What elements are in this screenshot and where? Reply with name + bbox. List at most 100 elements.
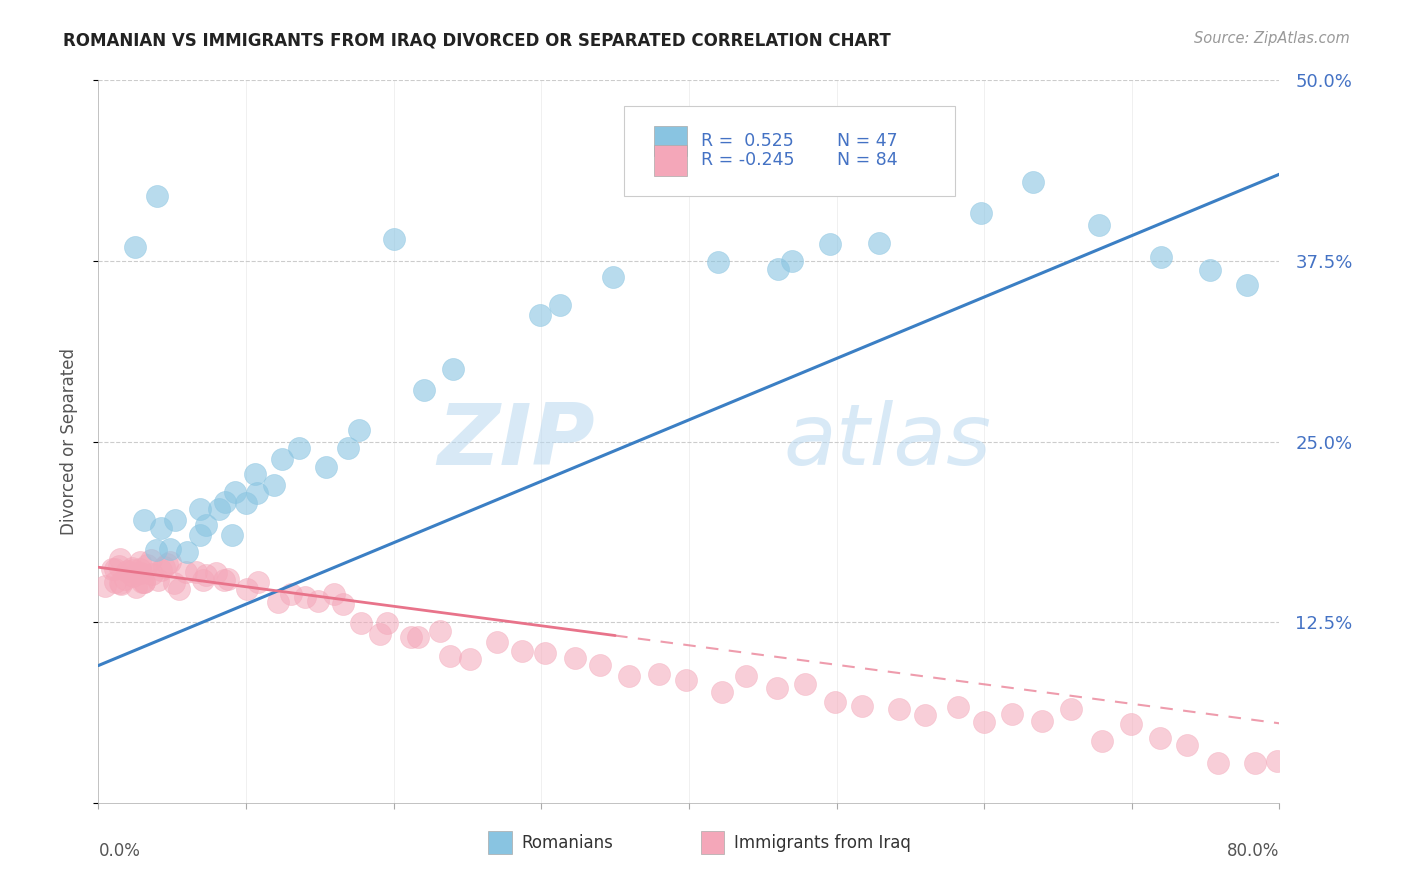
Point [146, 189, 169, 203]
Point [263, 478, 285, 492]
Point [824, 695, 846, 709]
Point [115, 564, 138, 578]
Point [212, 573, 235, 587]
Point [399, 630, 422, 644]
Point [121, 561, 143, 575]
Point [602, 270, 624, 285]
Point [195, 517, 218, 532]
Point [193, 573, 215, 587]
Point [159, 542, 181, 557]
Point [94, 579, 117, 593]
Point [149, 521, 172, 535]
Point [127, 566, 149, 580]
FancyBboxPatch shape [624, 105, 955, 196]
Point [648, 667, 671, 681]
Point [851, 699, 873, 714]
Point [429, 624, 451, 638]
Bar [654, 126, 686, 156]
Point [267, 595, 290, 609]
Point [217, 573, 239, 587]
Point [165, 513, 187, 527]
Point [214, 495, 236, 509]
Point [413, 383, 436, 397]
Point [221, 528, 243, 542]
Point [243, 467, 266, 481]
Point [101, 562, 124, 576]
Point [377, 616, 399, 631]
Point [529, 308, 551, 322]
Point [337, 441, 360, 455]
Point [1149, 731, 1171, 746]
Point [195, 568, 218, 582]
Point [146, 573, 169, 587]
Text: N = 47: N = 47 [837, 132, 897, 150]
Point [121, 563, 143, 577]
Text: 0.0%: 0.0% [98, 842, 141, 860]
Point [104, 575, 127, 590]
Point [129, 562, 152, 576]
Point [486, 635, 509, 649]
Point [141, 566, 163, 581]
Point [271, 452, 294, 467]
Point [347, 423, 370, 437]
Point [735, 669, 758, 683]
Point [946, 700, 969, 714]
Point [1198, 263, 1220, 277]
Point [1175, 738, 1198, 752]
Point [114, 572, 136, 586]
Bar [654, 145, 686, 176]
Text: Romanians: Romanians [522, 833, 613, 852]
Point [132, 513, 155, 527]
Text: ZIP: ZIP [437, 400, 595, 483]
Point [294, 590, 316, 604]
Point [280, 587, 302, 601]
Point [167, 582, 190, 596]
Point [510, 644, 533, 658]
Point [548, 298, 571, 312]
Point [589, 657, 612, 672]
Point [110, 577, 132, 591]
Point [188, 528, 211, 542]
Point [439, 648, 461, 663]
Point [128, 555, 150, 569]
Point [108, 576, 131, 591]
Point [1001, 706, 1024, 721]
Point [288, 441, 311, 455]
Text: R =  0.525: R = 0.525 [700, 132, 793, 150]
Point [368, 627, 391, 641]
Point [969, 206, 991, 220]
Bar [700, 831, 724, 855]
Point [894, 150, 917, 164]
Point [131, 574, 153, 589]
Point [1236, 277, 1258, 292]
Point [782, 253, 804, 268]
Point [766, 681, 789, 695]
Point [1091, 733, 1114, 747]
Point [458, 652, 481, 666]
Point [1267, 754, 1289, 768]
Point [104, 562, 127, 576]
Point [675, 673, 697, 687]
Point [145, 542, 167, 557]
Text: Immigrants from Iraq: Immigrants from Iraq [734, 833, 911, 852]
Point [1206, 756, 1229, 770]
Point [766, 261, 789, 276]
Point [793, 677, 815, 691]
Point [307, 594, 329, 608]
Point [1150, 250, 1173, 264]
Point [617, 669, 640, 683]
Point [323, 587, 346, 601]
Y-axis label: Divorced or Separated: Divorced or Separated [59, 348, 77, 535]
Text: R = -0.245: R = -0.245 [700, 152, 794, 169]
Point [332, 597, 354, 611]
Point [124, 240, 146, 254]
Point [235, 496, 257, 510]
Point [973, 714, 995, 729]
Point [914, 708, 936, 723]
Point [208, 502, 231, 516]
Point [125, 580, 148, 594]
Point [132, 575, 155, 590]
Point [1031, 714, 1053, 728]
Bar [488, 831, 512, 855]
Text: Source: ZipAtlas.com: Source: ZipAtlas.com [1194, 31, 1350, 46]
